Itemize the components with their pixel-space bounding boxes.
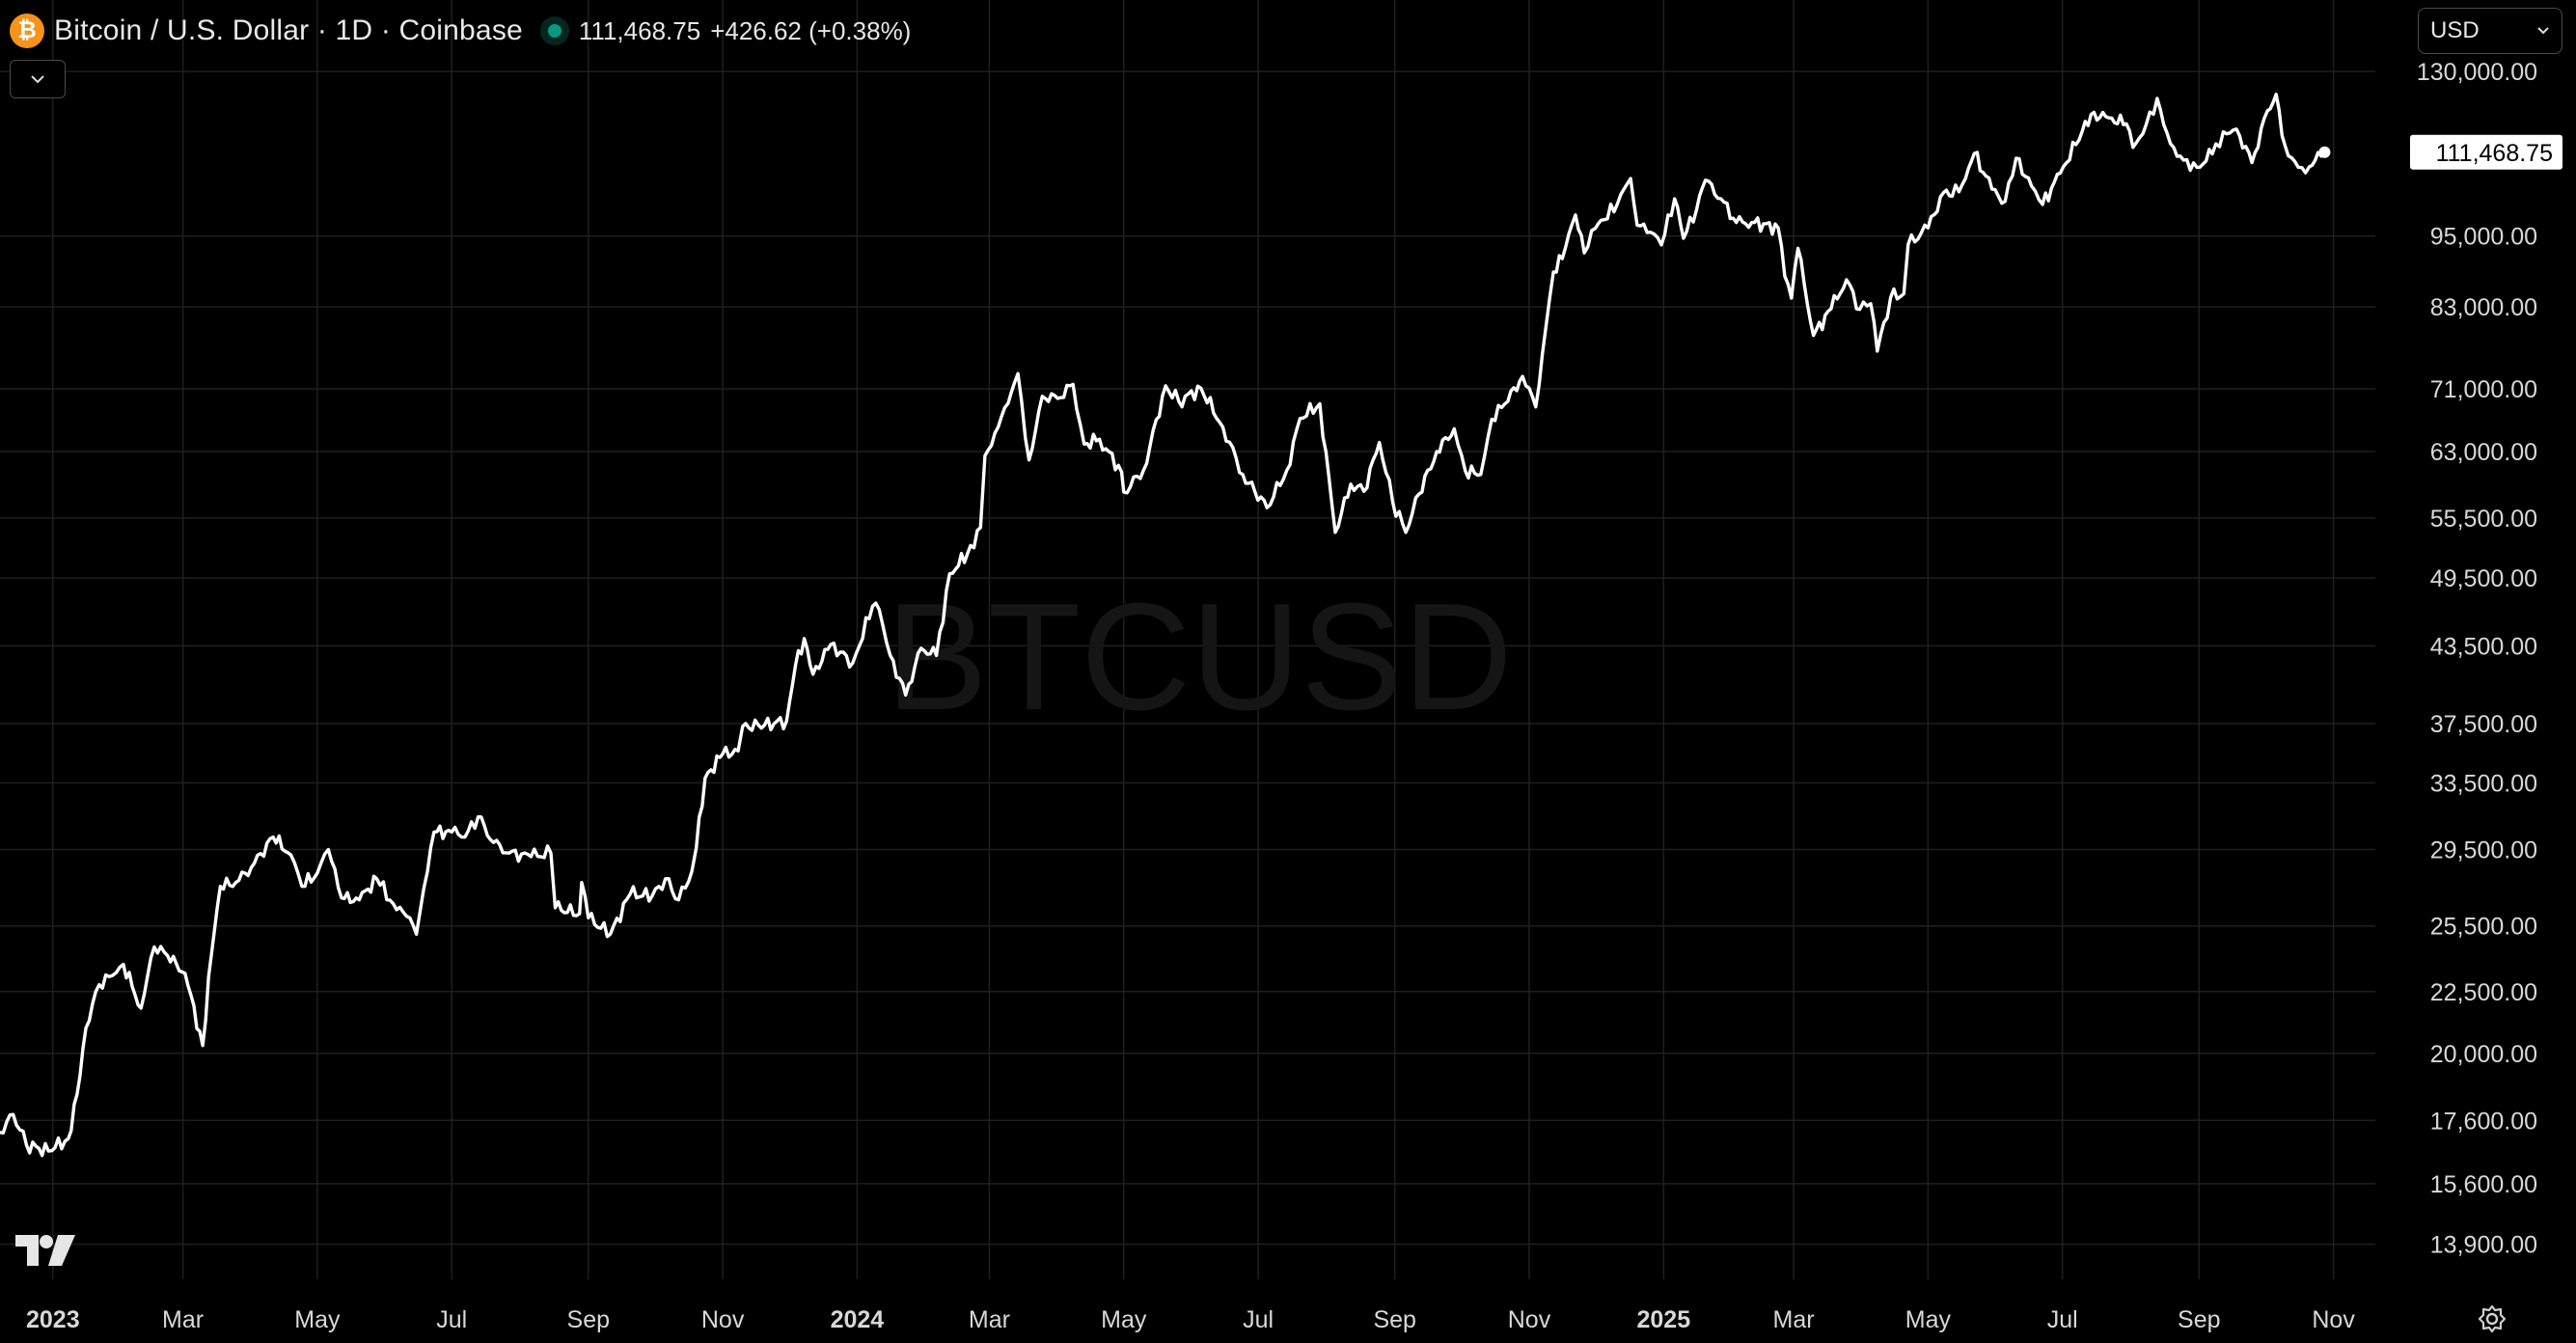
chevron-down-icon <box>31 75 44 84</box>
y-tick-label: 43,500.00 <box>2430 633 2537 660</box>
currency-select[interactable]: USD <box>2418 8 2562 54</box>
y-tick-label: 22,500.00 <box>2430 979 2537 1006</box>
x-tick-label: Sep <box>567 1306 610 1333</box>
x-tick-label: Sep <box>1373 1306 1415 1333</box>
x-tick-label: 2023 <box>26 1306 80 1333</box>
price-line <box>0 93 2326 1158</box>
y-tick-label: 20,000.00 <box>2430 1041 2537 1068</box>
time-axis[interactable]: 2023 Mar May Jul Sep Nov 2024 Mar May Jul Sep Nov 20… <box>26 1306 2355 1333</box>
last-price-value: 111,468.75 <box>2436 140 2553 167</box>
current-price: 111,468.75 <box>578 15 701 45</box>
x-tick-label: Nov <box>701 1306 745 1333</box>
x-tick-label: Mar <box>162 1306 204 1333</box>
currency-value: USD <box>2430 17 2480 43</box>
x-tick-label: Jul <box>436 1306 467 1333</box>
chart-grid <box>0 0 2375 1279</box>
y-tick-label: 63,000.00 <box>2430 439 2537 466</box>
price-change: +426.62 (+0.38%) <box>710 15 912 45</box>
y-tick-label: 83,000.00 <box>2430 294 2537 321</box>
y-tick-label: 15,600.00 <box>2430 1171 2537 1198</box>
y-tick-label: 55,500.00 <box>2430 506 2537 533</box>
last-price-label: 111,468.75 <box>2410 134 2562 170</box>
price-axis[interactable]: 130,000.00 95,000.00 83,000.00 71,000.00 63,… <box>2417 59 2537 1258</box>
x-tick-label: Jul <box>1243 1306 1274 1333</box>
x-tick-label: Nov <box>1508 1306 1551 1333</box>
y-tick-label: 37,500.00 <box>2430 711 2537 738</box>
x-tick-label: Nov <box>2312 1306 2355 1333</box>
symbol-title[interactable]: Bitcoin / U.S. Dollar · 1D · Coinbase <box>54 14 523 46</box>
x-tick-label: Jul <box>2047 1306 2078 1333</box>
symbol-header: ₿ Bitcoin / U.S. Dollar · 1D · Coinbase … <box>10 12 911 50</box>
y-tick-label: 130,000.00 <box>2417 59 2537 86</box>
symbol-watermark: BTCUSD <box>886 572 1513 742</box>
x-tick-label: 2024 <box>831 1306 885 1333</box>
gear-icon[interactable] <box>2478 1304 2507 1333</box>
y-tick-label: 33,500.00 <box>2430 770 2537 797</box>
collapse-legend-button[interactable] <box>10 60 66 98</box>
y-tick-label: 29,500.00 <box>2430 836 2537 863</box>
x-tick-label: 2025 <box>1637 1306 1691 1333</box>
x-tick-label: Mar <box>1773 1306 1815 1333</box>
y-tick-label: 17,600.00 <box>2430 1108 2537 1135</box>
x-tick-label: Sep <box>2178 1306 2220 1333</box>
x-tick-label: Mar <box>969 1306 1010 1333</box>
y-tick-label: 49,500.00 <box>2430 565 2537 592</box>
chevron-down-icon <box>2537 27 2549 35</box>
x-tick-label: May <box>294 1306 341 1333</box>
market-status-icon <box>539 16 569 45</box>
x-tick-label: May <box>1101 1306 1147 1333</box>
x-tick-label: May <box>1905 1306 1952 1333</box>
bitcoin-icon: ₿ <box>10 14 44 48</box>
y-tick-label: 25,500.00 <box>2430 914 2537 941</box>
y-tick-label: 13,900.00 <box>2430 1232 2537 1259</box>
y-tick-label: 71,000.00 <box>2430 376 2537 403</box>
last-price-point <box>2318 146 2331 158</box>
y-tick-label: 95,000.00 <box>2430 224 2537 251</box>
tradingview-logo[interactable] <box>15 1233 77 1268</box>
